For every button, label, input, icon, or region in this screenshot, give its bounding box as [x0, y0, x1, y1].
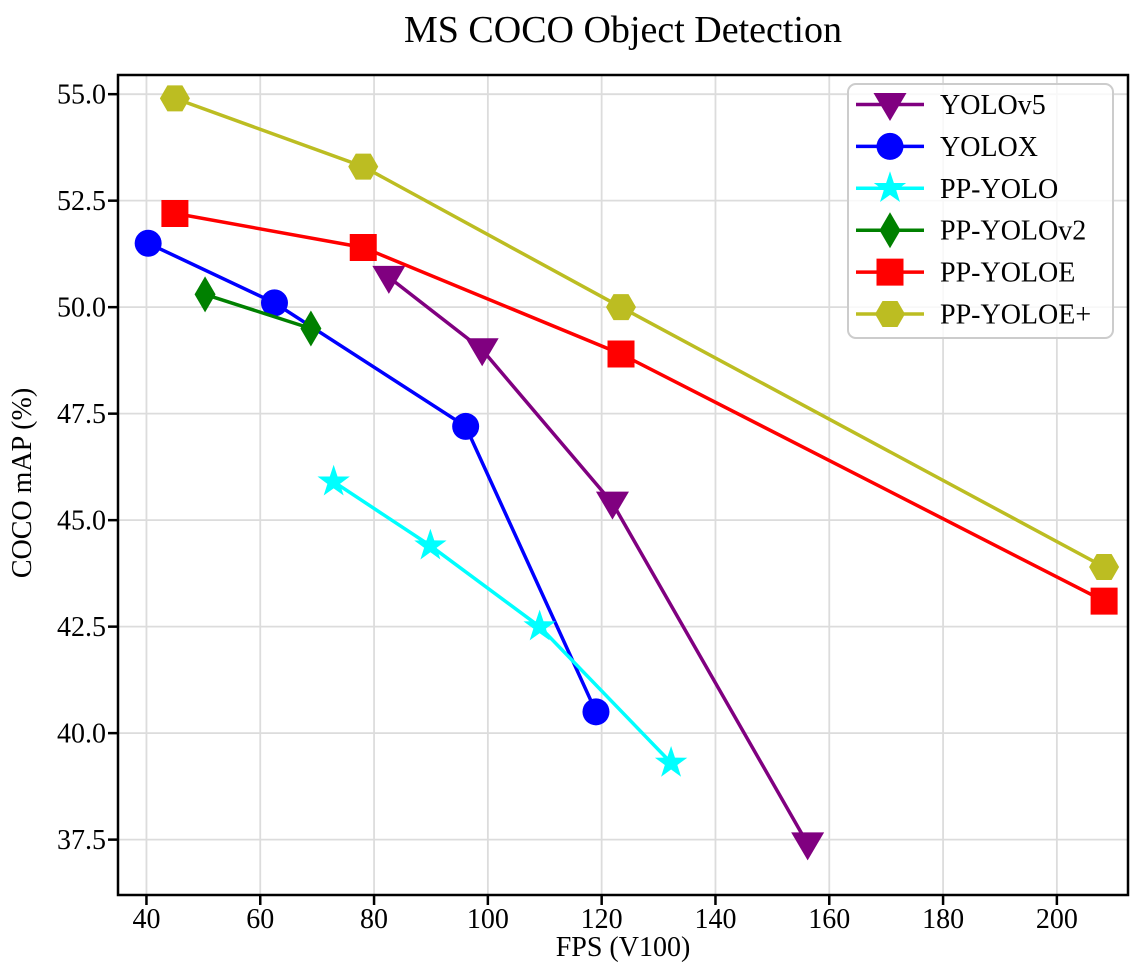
circle-marker — [452, 412, 480, 440]
y-tick-label: 42.5 — [57, 612, 106, 643]
square-marker — [161, 199, 189, 227]
series-line-YOLOX — [147, 241, 598, 713]
series-line-PP-YOLOE — [174, 211, 1105, 603]
square-marker — [1090, 587, 1118, 615]
series-PP-YOLO — [317, 464, 688, 777]
legend-label: PP-YOLOE — [940, 258, 1075, 289]
x-tick-label: 200 — [1036, 904, 1078, 935]
hexagon-marker — [348, 153, 379, 180]
legend-entry-YOLOX: YOLOX — [856, 132, 1038, 163]
circle-marker — [134, 229, 162, 257]
triangle-down-marker — [465, 338, 499, 367]
y-tick-label: 45.0 — [57, 506, 106, 537]
series-PP-YOLOE+ — [159, 85, 1120, 580]
circle-marker — [582, 698, 610, 726]
x-tick-label: 140 — [694, 904, 736, 935]
legend: YOLOv5 YOLOX PP-YOLO PP-YOLOv2 PP-YOLOE PP-YO… — [847, 83, 1114, 339]
y-tick-label: 47.5 — [57, 399, 106, 430]
plot-border — [116, 73, 1130, 897]
hexagon-marker — [606, 294, 637, 321]
legend-entry-PP-YOLO: PP-YOLO — [856, 171, 1058, 205]
x-axis: 40 60 80 100 120 140 160 180 200 — [132, 895, 1078, 935]
series-line-PP-YOLOv2 — [204, 292, 312, 331]
triangle-down-marker — [873, 93, 907, 121]
series-line-PP-YOLOE+ — [174, 96, 1105, 569]
y-tick-label: 52.5 — [57, 186, 106, 217]
x-tick-label: 180 — [922, 904, 964, 935]
hexagon-marker — [159, 85, 190, 112]
circle-marker — [876, 132, 904, 160]
star-marker — [523, 609, 556, 641]
triangle-down-marker — [372, 265, 406, 294]
series-YOLOv5 — [372, 265, 825, 861]
square-marker — [876, 258, 904, 286]
legend-entry-PP-YOLOE+: PP-YOLOE+ — [856, 300, 1091, 331]
x-tick-label: 80 — [360, 904, 388, 935]
legend-label: PP-YOLOv2 — [940, 216, 1086, 247]
thin-diamond-marker — [879, 212, 901, 249]
x-tick-label: 120 — [581, 904, 623, 935]
y-tick-label: 37.5 — [57, 825, 106, 856]
x-tick-label: 160 — [808, 904, 850, 935]
series-PP-YOLOE — [161, 199, 1118, 615]
triangle-down-marker — [791, 832, 825, 861]
triangle-down-marker — [595, 491, 629, 520]
square-marker — [349, 234, 377, 262]
chart-title: MS COCO Object Detection — [403, 9, 842, 51]
star-marker — [317, 464, 350, 496]
y-tick-label: 40.0 — [57, 719, 106, 750]
y-tick-label: 55.0 — [57, 80, 106, 111]
hexagon-marker — [1089, 554, 1120, 580]
star-marker — [873, 171, 907, 203]
x-axis-label: FPS (V100) — [555, 932, 691, 963]
series-PP-YOLOv2 — [194, 276, 322, 347]
x-tick-label: 40 — [132, 904, 160, 935]
thin-diamond-marker — [300, 310, 322, 347]
x-tick-label: 60 — [246, 904, 274, 935]
x-tick-label: 100 — [467, 904, 509, 935]
legend-label: PP-YOLO — [940, 174, 1058, 205]
hexagon-marker — [875, 301, 905, 327]
y-tick-label: 50.0 — [57, 293, 106, 324]
series-YOLOX — [134, 229, 610, 726]
y-axis: 37.5 40.0 42.5 45.0 47.5 50.0 52.5 55.0 — [57, 80, 118, 856]
thin-diamond-marker — [194, 276, 216, 313]
star-marker — [654, 745, 688, 777]
series-line-PP-YOLO — [332, 480, 673, 765]
legend-entry-PP-YOLOE: PP-YOLOE — [856, 258, 1075, 289]
circle-marker — [260, 289, 288, 317]
legend-label: PP-YOLOE+ — [940, 300, 1091, 331]
star-marker — [414, 528, 447, 560]
series-line-YOLOv5 — [387, 275, 810, 845]
legend-label: YOLOX — [940, 132, 1038, 163]
legend-label: YOLOv5 — [940, 90, 1046, 121]
square-marker — [607, 340, 635, 368]
legend-entry-PP-YOLOv2: PP-YOLOv2 — [856, 212, 1086, 249]
legend-entry-YOLOv5: YOLOv5 — [856, 90, 1046, 121]
